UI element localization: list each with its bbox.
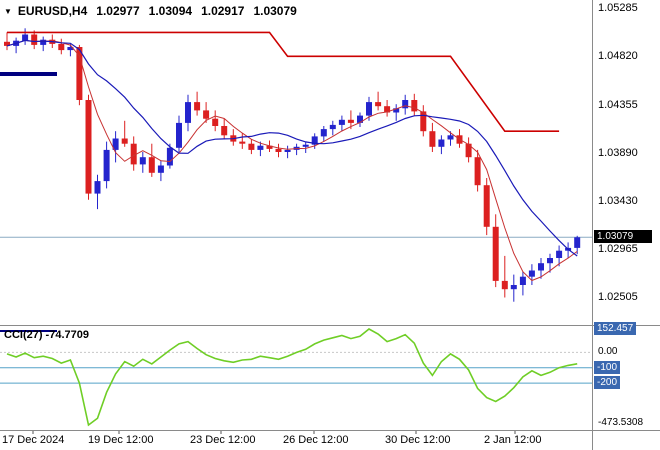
bar-close-value: 1.03079 bbox=[253, 4, 297, 18]
bar-open-value: 1.02977 bbox=[96, 4, 140, 18]
price-axis[interactable]: 1.03079 152.457 0.00 -100 -200 -473.5308… bbox=[593, 0, 660, 450]
time-axis-label: 2 Jan 12:00 bbox=[484, 434, 542, 446]
price-axis-label: 1.03430 bbox=[598, 194, 638, 207]
symbol-dropdown-icon: ▼ bbox=[4, 6, 12, 16]
price-axis-label: 1.04820 bbox=[598, 50, 638, 63]
bar-low-value: 1.02917 bbox=[201, 4, 245, 18]
cci-max-badge: 152.457 bbox=[594, 322, 637, 335]
axis-separator bbox=[0, 430, 660, 431]
price-axis-label: 1.03890 bbox=[598, 147, 638, 159]
cci-level-100-badge: -100 bbox=[594, 360, 621, 374]
time-axis-label: 30 Dec 12:00 bbox=[385, 434, 451, 446]
cci-min-label: -473.5308 bbox=[598, 417, 644, 428]
indicator-label: CCI(27) -74.7709 bbox=[4, 329, 89, 341]
time-axis-label: 26 Dec 12:00 bbox=[283, 434, 349, 446]
price-axis-label: 1.04355 bbox=[598, 98, 638, 111]
chart-header: ▼ EURUSD,H4 1.02977 1.03094 1.02917 1.03… bbox=[4, 4, 297, 18]
bar-high-value: 1.03094 bbox=[148, 4, 193, 18]
panel-separator[interactable] bbox=[0, 325, 660, 326]
time-axis-label: 19 Dec 12:00 bbox=[88, 434, 154, 446]
symbol-period-label: EURUSD,H4 bbox=[17, 4, 88, 18]
chart-canvas[interactable] bbox=[0, 0, 592, 450]
price-axis-label: 1.02965 bbox=[598, 243, 638, 256]
price-axis-label: 1.05285 bbox=[598, 2, 638, 14]
price-axis-label: 1.02505 bbox=[598, 291, 638, 303]
cci-zero-label: 0.00 bbox=[598, 346, 618, 358]
time-axis-label: 23 Dec 12:00 bbox=[190, 434, 256, 446]
time-axis-label: 17 Dec 2024 bbox=[2, 434, 65, 446]
cci-level-200-badge: -200 bbox=[594, 376, 621, 390]
price-axis-separator bbox=[592, 0, 593, 450]
current-price-badge: 1.03079 bbox=[594, 230, 652, 244]
